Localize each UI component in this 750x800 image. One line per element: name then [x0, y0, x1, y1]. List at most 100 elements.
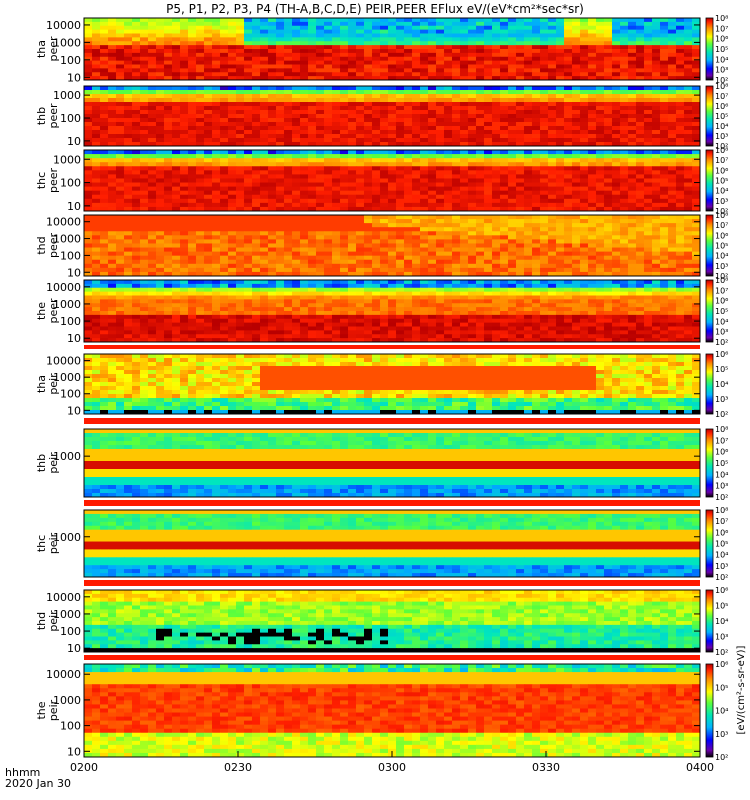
panel-separator-bar — [84, 418, 700, 424]
y-tick-label: 100 — [60, 54, 81, 67]
spectrogram-raster — [84, 590, 701, 653]
colorbar — [705, 589, 714, 653]
plot-frame — [83, 509, 701, 578]
colorbar-tick-label: 10⁴ — [715, 380, 728, 389]
y-tick-label: 10 — [67, 745, 81, 758]
colorbar — [705, 353, 714, 415]
colorbar-tick-label: 10² — [715, 142, 728, 151]
colorbar-tick-label: 10³ — [715, 66, 728, 75]
colorbar-tick-label: 10³ — [715, 562, 728, 571]
panel-product-label: peir — [47, 452, 60, 474]
y-tick-label: 1000 — [53, 608, 81, 621]
colorbar-tick-label: 10⁴ — [715, 187, 728, 196]
colorbar-tick-label: 10⁸ — [715, 146, 728, 155]
y-tick-label: 1000 — [53, 233, 81, 246]
panel-probe-label: thc — [35, 172, 48, 189]
panel-separator-bar — [84, 655, 700, 660]
colorbar-tick-label: 10⁷ — [715, 517, 728, 526]
y-tick-label: 10000 — [46, 19, 81, 32]
colorbar-tick-label: 10⁶ — [715, 166, 728, 175]
plot-frame — [83, 353, 701, 415]
colorbar-tick-label: 10³ — [715, 395, 728, 404]
y-tick-label: 1000 — [53, 36, 81, 49]
colorbar-tick-label: 10³ — [715, 262, 728, 271]
colorbar-tick-label: 10⁵ — [715, 307, 728, 316]
colorbar-tick-label: 10⁶ — [715, 660, 728, 669]
y-tick-label: 10000 — [46, 591, 81, 604]
panel-product-label: peer — [47, 36, 60, 62]
panel-separator-bar — [84, 500, 700, 506]
colorbar-tick-label: 10² — [715, 648, 728, 657]
y-tick-label: 1000 — [53, 371, 81, 384]
panel-separator-bar — [84, 580, 700, 586]
panel-probe-label: thd — [35, 612, 48, 630]
spectrogram-raster — [84, 510, 701, 578]
plot-frame — [83, 85, 701, 147]
panel-product-label: peer — [47, 103, 60, 129]
spectrogram-raster — [84, 150, 701, 212]
colorbar-tick-label: 10⁵ — [715, 602, 728, 611]
colorbar-tick-label: 10⁴ — [715, 551, 728, 560]
x-tick-label: 0330 — [532, 761, 560, 774]
panel-probe-label: the — [35, 302, 48, 320]
colorbar — [705, 509, 714, 578]
spectrogram-raster — [84, 354, 701, 415]
colorbar-tick-label: 10⁸ — [715, 82, 728, 91]
colorbar-tick-label: 10⁵ — [715, 365, 728, 374]
colorbar-tick-label: 10⁷ — [715, 221, 728, 230]
y-tick-label: 100 — [60, 112, 81, 125]
colorbar-tick-label: 10⁷ — [715, 24, 728, 33]
y-tick-label: 100 — [60, 315, 81, 328]
colorbar-tick-label: 10³ — [715, 197, 728, 206]
spectrogram-raster — [84, 429, 701, 498]
colorbar-tick-label: 10⁴ — [715, 707, 728, 716]
colorbar-tick-label: 10⁵ — [715, 683, 728, 692]
x-tick-label: 0200 — [70, 761, 98, 774]
colorbar-tick-label: 10⁸ — [715, 14, 728, 23]
colorbar-tick-label: 10⁴ — [715, 470, 728, 479]
colorbar-tick-label: 10² — [715, 76, 728, 85]
panel-probe-label: thc — [35, 535, 48, 552]
y-tick-label: 100 — [60, 625, 81, 638]
colorbar-tick-label: 10² — [715, 410, 728, 419]
panel-product-label: peer — [47, 233, 60, 259]
colorbar-tick-label: 10⁸ — [715, 425, 728, 434]
panel-product-label: peer — [47, 168, 60, 194]
y-tick-label: 10 — [67, 266, 81, 279]
panel-probe-label: tha — [35, 375, 48, 393]
plot-frame — [83, 428, 701, 498]
y-tick-label: 10 — [67, 200, 81, 213]
y-tick-label: 10 — [67, 642, 81, 655]
colorbar-tick-label: 10⁵ — [715, 112, 728, 121]
y-tick-label: 10000 — [46, 668, 81, 681]
colorbar-tick-label: 10² — [715, 338, 728, 347]
plot-frame — [83, 589, 701, 653]
y-tick-label: 10 — [67, 404, 81, 417]
colorbar — [705, 279, 714, 343]
y-tick-label: 10 — [67, 135, 81, 148]
y-tick-label: 10000 — [46, 281, 81, 294]
colorbar-tick-label: 10³ — [715, 730, 728, 739]
colorbar-tick-label: 10⁶ — [715, 448, 728, 457]
colorbar — [705, 428, 714, 498]
colorbar-tick-label: 10⁶ — [715, 350, 728, 359]
colorbar-tick-label: 10⁶ — [715, 35, 728, 44]
colorbar-tick-label: 10⁵ — [715, 242, 728, 251]
colorbar-tick-label: 10² — [715, 207, 728, 216]
plot-frame — [83, 17, 701, 81]
x-tick-label: 0400 — [686, 761, 714, 774]
colorbar — [705, 214, 714, 277]
y-tick-label: 1000 — [53, 153, 81, 166]
panel-the-peir: 10 100 1000 10000 the peir 10² 10³ 10⁴ 10⁵ 10⁶ — [35, 660, 728, 762]
panel-product-label: peer — [47, 298, 60, 324]
chart-title: P5, P1, P2, P3, P4 (TH-A,B,C,D,E) PEIR,P… — [166, 2, 584, 16]
panel-product-label: peir — [47, 373, 60, 395]
plot-frame — [83, 149, 701, 212]
colorbar-tick-label: 10⁶ — [715, 586, 728, 595]
panel-separator-bar — [84, 345, 700, 349]
colorbar — [705, 149, 714, 212]
panel-probe-label: thb — [35, 454, 48, 472]
colorbar-tick-label: 10⁷ — [715, 92, 728, 101]
panel-probe-label: thb — [35, 107, 48, 125]
